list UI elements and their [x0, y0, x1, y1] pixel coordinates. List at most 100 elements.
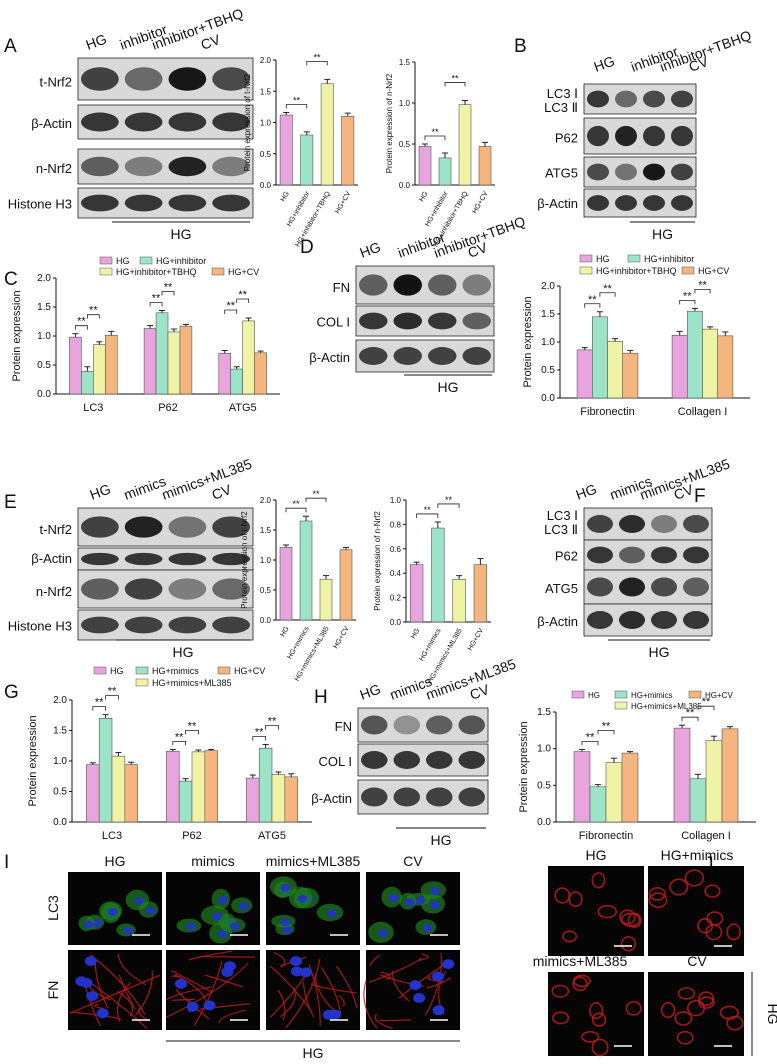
- hg-label: HG: [652, 226, 673, 242]
- fn-fiber: [369, 957, 423, 983]
- lane-header: HG: [592, 53, 617, 75]
- stained-cell: [698, 991, 715, 1007]
- bar: [686, 310, 703, 399]
- fn-fiber: [118, 974, 136, 1010]
- nucleus: [185, 922, 196, 931]
- blot-band: [212, 67, 250, 91]
- panel-letter-e: E: [4, 492, 17, 513]
- nucleus: [388, 894, 399, 903]
- bar: [167, 331, 181, 395]
- nucleus: [409, 980, 422, 991]
- significance-label: **: [698, 279, 707, 291]
- y-tick-label: 1.5: [53, 726, 67, 737]
- legend-swatch: [93, 666, 107, 675]
- blot-band: [168, 156, 207, 177]
- bar: [218, 353, 232, 395]
- hg-label: HG: [649, 644, 670, 660]
- nucleus: [442, 959, 455, 970]
- blot-band: [168, 194, 207, 212]
- hg-label: HG: [171, 226, 192, 242]
- bar: [69, 336, 82, 395]
- nucleus: [404, 898, 415, 907]
- nucleus: [281, 925, 292, 934]
- bar: [191, 751, 206, 823]
- bar: [98, 717, 113, 823]
- nucleus: [107, 907, 118, 916]
- fn-fiber: [218, 1009, 246, 1024]
- blot-band: [683, 546, 709, 564]
- stained-cell: [591, 872, 606, 889]
- category-label: HG: [279, 626, 290, 639]
- fn-fiber: [70, 974, 161, 1014]
- fn-fiber: [285, 958, 321, 1029]
- nucleus: [123, 926, 134, 935]
- fn-fiber: [90, 954, 146, 1015]
- significance-bracket: [694, 289, 711, 294]
- fn-fiber: [117, 982, 132, 1022]
- fn-fiber: [310, 983, 357, 994]
- stained-cell: [581, 1031, 600, 1043]
- blot-band: [671, 125, 693, 147]
- stained-cell: [591, 1038, 609, 1057]
- y-tick-label: 0.0: [260, 181, 272, 190]
- y-tick-label: 0.5: [541, 365, 555, 376]
- significance-bracket: [105, 695, 119, 700]
- blot-band: [615, 195, 637, 211]
- micrograph-background: [68, 950, 162, 1030]
- bar: [204, 750, 218, 823]
- legend-swatch: [627, 254, 641, 263]
- bar: [319, 578, 333, 621]
- micrograph-label: mimics+ML385: [533, 953, 628, 969]
- fn-fiber: [302, 982, 315, 1018]
- category-label: ATG5: [258, 830, 286, 842]
- y-axis-label: Protein expression of t-Nrf2: [240, 511, 249, 609]
- stained-cell: [669, 878, 689, 896]
- blot-band: [587, 577, 613, 597]
- nucleus: [329, 1009, 342, 1020]
- blot-band: [643, 125, 665, 147]
- y-tick-label: 0.0: [53, 817, 67, 828]
- stained-cell: [674, 1011, 693, 1026]
- bar: [438, 157, 452, 186]
- fn-fiber: [166, 986, 212, 1001]
- chart-g: 0.0 0.5 1.0 1.5 2.0 Protein expression LC3 P62 A…: [27, 666, 312, 842]
- blot-band: [168, 616, 207, 634]
- bar: [621, 752, 639, 823]
- hg-label: HG: [431, 832, 452, 848]
- bar: [717, 335, 734, 399]
- bar: [242, 320, 255, 395]
- blot-band: [683, 515, 709, 533]
- significance-bracket: [161, 291, 175, 296]
- blot-band: [643, 163, 665, 181]
- y-tick-label: 0.5: [260, 150, 272, 159]
- bar: [258, 747, 273, 823]
- blot-band: [462, 312, 491, 330]
- significance-bracket: [92, 706, 106, 711]
- bar: [93, 344, 106, 395]
- blot-band: [671, 163, 693, 181]
- category-label: LC3: [102, 830, 122, 842]
- legend-swatch: [688, 690, 702, 699]
- micrograph-row-label: FN: [45, 981, 61, 1000]
- significance-label: **: [164, 281, 173, 293]
- nucleus: [415, 896, 426, 905]
- blot-band: [361, 787, 388, 807]
- lane-header: CV: [199, 31, 223, 53]
- fn-fiber: [363, 980, 378, 1029]
- chart-c: 0.0 0.5 1.0 1.5 2.0 Protein expression LC3 P62 A…: [11, 256, 280, 414]
- y-tick-label: 0.0: [260, 616, 272, 625]
- bar: [721, 728, 739, 823]
- fn-fiber: [426, 977, 452, 989]
- blot-band: [124, 616, 163, 634]
- nucleus: [297, 894, 308, 903]
- y-tick-label: 0.4: [390, 569, 402, 578]
- stained-cell: [597, 904, 617, 919]
- nucleus: [432, 1005, 445, 1016]
- nucleus: [96, 1008, 109, 1019]
- significance-bracket: [75, 325, 88, 330]
- lc3-i-label: LC3 Ⅰ: [547, 86, 578, 101]
- panel-f-blot: HG mimicsmimics+ML385CVP62ATG5β-ActinHGLC…: [537, 455, 732, 660]
- fn-fiber: [269, 965, 312, 1012]
- significance-bracket: [581, 741, 599, 746]
- fn-fiber: [277, 989, 286, 1021]
